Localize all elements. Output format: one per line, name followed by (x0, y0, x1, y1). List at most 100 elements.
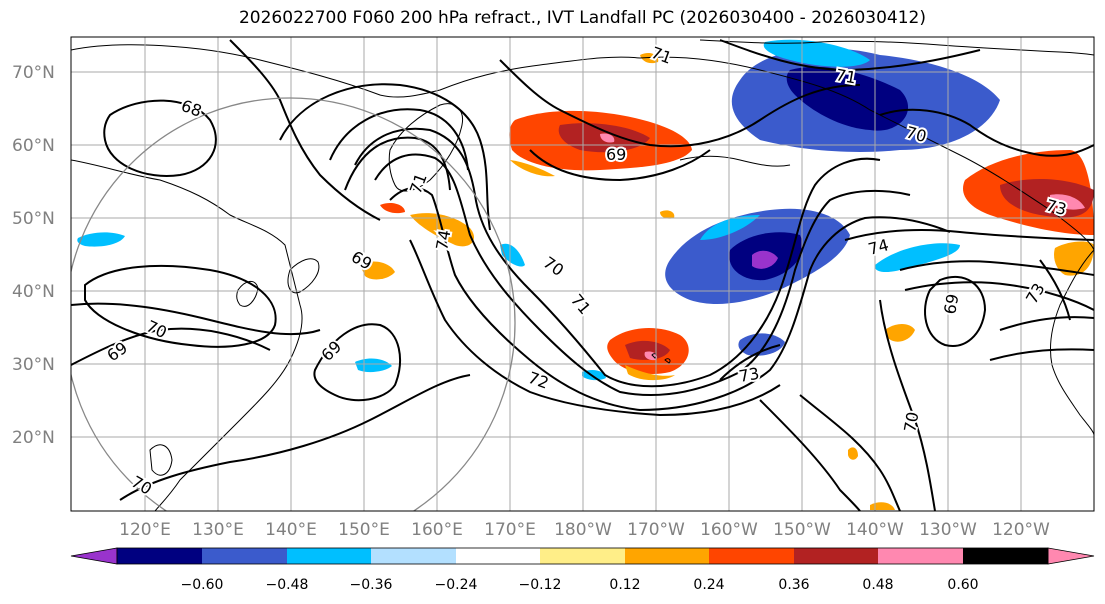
coast-arctic (699, 39, 1094, 56)
coast-hawaii2 (664, 358, 671, 364)
shade-pos-hawaii-dark (625, 340, 670, 360)
lon-label: 120°W (992, 520, 1050, 540)
colorbar: −0.60 −0.48 −0.36 −0.24 −0.12 0.12 0.24 … (70, 547, 1095, 593)
shade-neg-pacific-light (700, 215, 760, 240)
lat-label: 70°N (12, 63, 55, 83)
contour-ridge-2 (374, 153, 911, 397)
colorbar-bin (202, 548, 287, 564)
lon-label: 120°E (119, 520, 171, 540)
colorbar-frame (116, 547, 1049, 565)
shade-pos-kuroshio1 (360, 261, 395, 280)
contour-69-east (924, 275, 987, 347)
contour-70-ak (879, 108, 1094, 157)
colorbar-tick-label: 0.60 (947, 577, 978, 593)
lon-label: 170°W (627, 520, 685, 540)
contour-layer (71, 39, 1094, 511)
colorbar-tick-label: 0.36 (778, 577, 809, 593)
colorbar-bin (794, 548, 878, 564)
colorbar-bin (117, 548, 202, 564)
colorbar-bin (456, 548, 540, 564)
shade-neg-east (874, 243, 960, 273)
colorbar-extend-low (70, 547, 118, 565)
colorbar-tick-label: −0.24 (435, 577, 478, 593)
contour-loop-west (84, 264, 277, 348)
lon-label: 140°W (846, 520, 904, 540)
contour-label: 69 (940, 292, 962, 315)
shade-pos-small5 (870, 502, 895, 510)
lon-label: 140°E (265, 520, 317, 540)
distance-circle (71, 97, 516, 511)
lat-label: 50°N (12, 209, 55, 229)
contour-68 (103, 99, 217, 177)
shade-pos-siberia-core (600, 133, 615, 143)
map-title: 2026022700 F060 200 hPa refract., IVT La… (238, 8, 926, 28)
lon-label: 130°W (919, 520, 977, 540)
shade-neg-west1 (77, 232, 125, 247)
contour-se (759, 399, 861, 511)
colorbar-bin (963, 548, 1048, 564)
contour-trough-2 (329, 108, 469, 171)
lon-label: 130°E (192, 520, 244, 540)
coast-japan (287, 258, 320, 294)
colorbar-tick-label: −0.12 (519, 577, 562, 593)
lat-label: 20°N (12, 428, 55, 448)
shade-pos-northwest-us-core (1050, 194, 1085, 210)
contour-73 (719, 344, 781, 381)
contour-72 (409, 239, 781, 417)
lon-label: 160°E (411, 520, 463, 540)
coast-philippines (149, 444, 173, 476)
colorbar-bin (540, 548, 625, 564)
coast-korea (236, 281, 259, 307)
contour-se-2 (799, 394, 901, 511)
contour-70-east (879, 299, 936, 511)
lat-label: 40°N (12, 282, 55, 302)
contour-north-3 (529, 149, 711, 182)
colorbar-bin (878, 548, 963, 564)
coast-aleutians (679, 155, 791, 167)
contour-69-west (71, 327, 271, 366)
contour-74 (844, 229, 1094, 241)
contour-69-mid (313, 323, 401, 402)
lon-label: 150°W (773, 520, 831, 540)
coast-na-west (1049, 249, 1094, 436)
contour-east-3 (999, 316, 1094, 331)
shade-neg-alaska-light (763, 39, 870, 67)
colorbar-bin (625, 548, 709, 564)
lon-label: 170°E (484, 520, 536, 540)
contour-label: 71 (834, 65, 857, 87)
map-frame (70, 36, 1095, 512)
contour-label: 70 (900, 410, 922, 433)
shade-neg-south (738, 333, 785, 356)
coastline-layer (71, 39, 1094, 511)
shade-pos-small1 (885, 324, 915, 342)
shade-neg-alaska-dark (786, 66, 909, 131)
colorbar-tick-label: 0.48 (862, 577, 893, 593)
longitude-labels: 120°E 130°E 140°E 150°E 160°E 170°E 180°… (119, 520, 1050, 540)
map-panel: 68 71 71 70 69 73 74 73 69 70 69 70 69 7… (71, 37, 1094, 511)
contour-label: 74 (432, 228, 454, 251)
shade-neg-pacific-core (752, 250, 778, 269)
colorbar-tick-label: −0.48 (266, 577, 309, 593)
lat-label: 30°N (12, 355, 55, 375)
contour-east-1 (899, 260, 1094, 276)
lon-label: 150°E (338, 520, 390, 540)
shade-pos-siberia-edge (510, 160, 555, 177)
colorbar-tick-label: 0.24 (693, 577, 724, 593)
coast-asia-east (71, 159, 303, 511)
colorbar-bin (287, 548, 371, 564)
shade-pos-kuroshio3 (380, 202, 405, 214)
shade-pos-hawaii-edge (625, 365, 675, 381)
shade-pos-small2 (640, 52, 659, 64)
shade-neg-west3 (500, 243, 525, 267)
latitude-labels: 70°N 60°N 50°N 40°N 30°N 20°N (12, 63, 55, 448)
contour-label: 69 (606, 145, 626, 164)
colorbar-bin (371, 548, 456, 564)
contour-70-west (71, 302, 321, 336)
shade-pos-small3 (660, 210, 675, 219)
colorbar-tick-label: −0.36 (350, 577, 393, 593)
colorbar-tick-label: −0.60 (181, 577, 224, 593)
contour-north-2 (499, 59, 861, 148)
shading-layer (77, 39, 1094, 510)
contour-73-east (1039, 259, 1071, 321)
